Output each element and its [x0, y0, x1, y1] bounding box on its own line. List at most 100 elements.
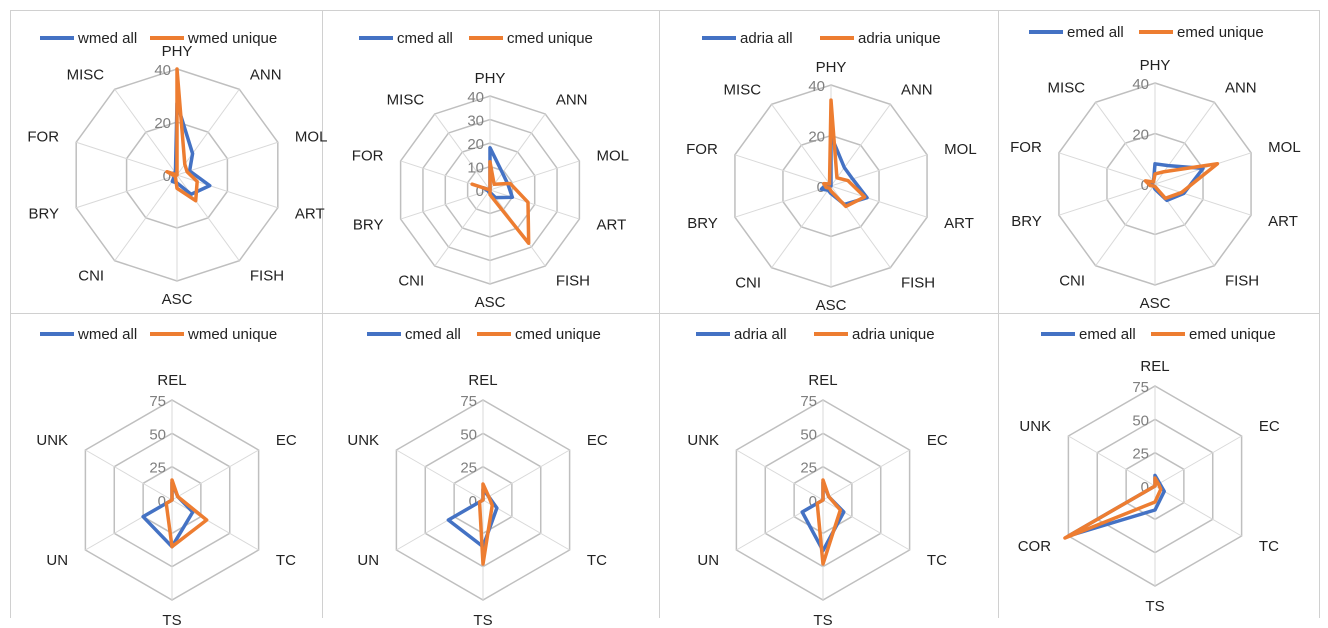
- tick-label: 30: [467, 113, 484, 130]
- axis-label: TS: [813, 612, 832, 628]
- tick-label: 0: [163, 168, 171, 185]
- series-polygon: [815, 478, 843, 566]
- axis-label: TS: [1145, 598, 1164, 615]
- legend-label: wmed unique: [187, 30, 277, 47]
- axis-label: ART: [597, 217, 627, 234]
- tick-label: 25: [460, 460, 477, 477]
- axis-label: UN: [357, 552, 379, 569]
- grid-spoke: [171, 499, 259, 551]
- series-polygon: [1063, 476, 1163, 540]
- axis-label: REL: [468, 372, 497, 389]
- grid-spoke: [771, 185, 832, 269]
- grid-divider: [1319, 10, 1320, 618]
- series-polygon: [470, 160, 531, 245]
- axis-label: TC: [587, 552, 607, 569]
- tick-label: 40: [467, 89, 484, 106]
- grid-spoke: [1095, 183, 1156, 267]
- legend-label: cmed unique: [507, 30, 593, 47]
- axis-label: UNK: [347, 432, 379, 449]
- tick-label: 20: [1132, 127, 1149, 144]
- legend-label: emed all: [1079, 326, 1136, 343]
- series-polygon: [477, 482, 494, 566]
- grid-spoke: [176, 141, 278, 176]
- tick-label: 25: [1132, 446, 1149, 463]
- axis-label: FOR: [352, 147, 384, 164]
- radar-chart-svg: adria all adria unique02040PHYANNMOLARTFI…: [686, 30, 977, 314]
- tick-label: 50: [460, 426, 477, 443]
- axis-label: MOL: [944, 141, 977, 158]
- axis-label: EC: [276, 432, 297, 449]
- axis-label: ANN: [1225, 80, 1257, 97]
- tick-label: 75: [800, 393, 817, 410]
- axis-label: MOL: [597, 147, 630, 164]
- grid-spoke: [171, 449, 259, 501]
- axis-label: BRY: [353, 217, 384, 234]
- axis-label: MOL: [295, 129, 328, 146]
- radar-chart-svg: adria all adria unique 0 25 50 75 REL EC TC TS UN U…: [687, 326, 948, 628]
- tick-label: 20: [467, 136, 484, 153]
- radar-chart-svg: cmed all cmed unique 0 10 20 30 40 PHY ANN MOL ART…: [352, 30, 630, 311]
- grid-spoke: [396, 449, 484, 501]
- legend-label: emed all: [1067, 24, 1124, 41]
- axis-label: ART: [944, 215, 974, 232]
- grid-spoke: [434, 113, 491, 191]
- axis-label: REL: [1140, 358, 1169, 375]
- tick-label: 25: [149, 460, 166, 477]
- axis-label: MISC: [387, 91, 425, 108]
- legend-label: cmed all: [405, 326, 461, 343]
- tick-label: 75: [460, 393, 477, 410]
- axis-label: REL: [157, 372, 186, 389]
- tick-label: 50: [149, 426, 166, 443]
- axis-label: EC: [587, 432, 608, 449]
- radar-chart-svg: emed all emed unique 0 25 50 75 REL EC TC TS COR UN…: [1018, 326, 1280, 615]
- grid-spoke: [771, 103, 832, 187]
- grid-spoke: [1058, 152, 1156, 185]
- grid-spoke: [176, 88, 240, 176]
- radar-chart-svg: cmed all cmed unique 0 25 50 75 REL EC TC TS UN UNK: [347, 326, 608, 628]
- axis-label: CNI: [398, 273, 424, 290]
- tick-label: 0: [476, 183, 484, 200]
- grid-spoke: [114, 174, 178, 262]
- radar-chart-panel: adria all adria unique 0 25 50 75 REL EC TC TS UN U…: [660, 314, 998, 628]
- axis-label: BRY: [687, 215, 718, 232]
- axis-label: UN: [46, 552, 68, 569]
- tick-label: 0: [469, 493, 477, 510]
- axis-label: ART: [1268, 213, 1298, 230]
- grid-spoke: [489, 189, 580, 220]
- grid-spoke: [489, 113, 546, 191]
- axis-label: FISH: [901, 274, 935, 291]
- radar-chart-panel: wmed all wmed unique 0 25 50 75 REL EC TC TS UN UNK: [10, 314, 322, 628]
- grid-divider: [10, 10, 1320, 11]
- axis-label: MISC: [724, 82, 762, 99]
- legend-label: wmed all: [77, 30, 137, 47]
- series-polygon: [1143, 161, 1220, 201]
- tick-label: 0: [158, 493, 166, 510]
- grid-spoke: [1095, 101, 1156, 185]
- grid-divider: [998, 10, 999, 618]
- tick-label: 75: [149, 393, 166, 410]
- axis-label: MISC: [1048, 80, 1086, 97]
- axis-label: EC: [1259, 418, 1280, 435]
- axis-label: ANN: [556, 91, 588, 108]
- axis-label: UN: [697, 552, 719, 569]
- axis-label: CNI: [78, 267, 104, 284]
- legend-label: adria all: [740, 30, 793, 47]
- grid-spoke: [76, 174, 178, 209]
- legend-label: cmed all: [397, 30, 453, 47]
- radar-chart-panel: emed all emed unique 0 25 50 75 REL EC TC TS COR UN…: [999, 314, 1319, 618]
- radar-chart-svg: wmed all wmed unique 0 20 40 PHY ANN MOL ART FISH…: [27, 30, 327, 308]
- axis-label: TC: [1259, 538, 1279, 555]
- axis-label: PHY: [816, 59, 847, 76]
- grid-spoke: [434, 189, 491, 267]
- axis-label: PHY: [475, 70, 506, 87]
- tick-label: 10: [467, 160, 484, 177]
- axis-label: CNI: [1059, 272, 1085, 289]
- axis-label: ART: [295, 205, 325, 222]
- grid-spoke: [1154, 485, 1242, 537]
- grid-spoke: [734, 154, 832, 187]
- axis-label: ASC: [475, 294, 506, 311]
- axis-label: REL: [808, 372, 837, 389]
- grid-spoke: [85, 449, 173, 501]
- legend-label: adria all: [734, 326, 787, 343]
